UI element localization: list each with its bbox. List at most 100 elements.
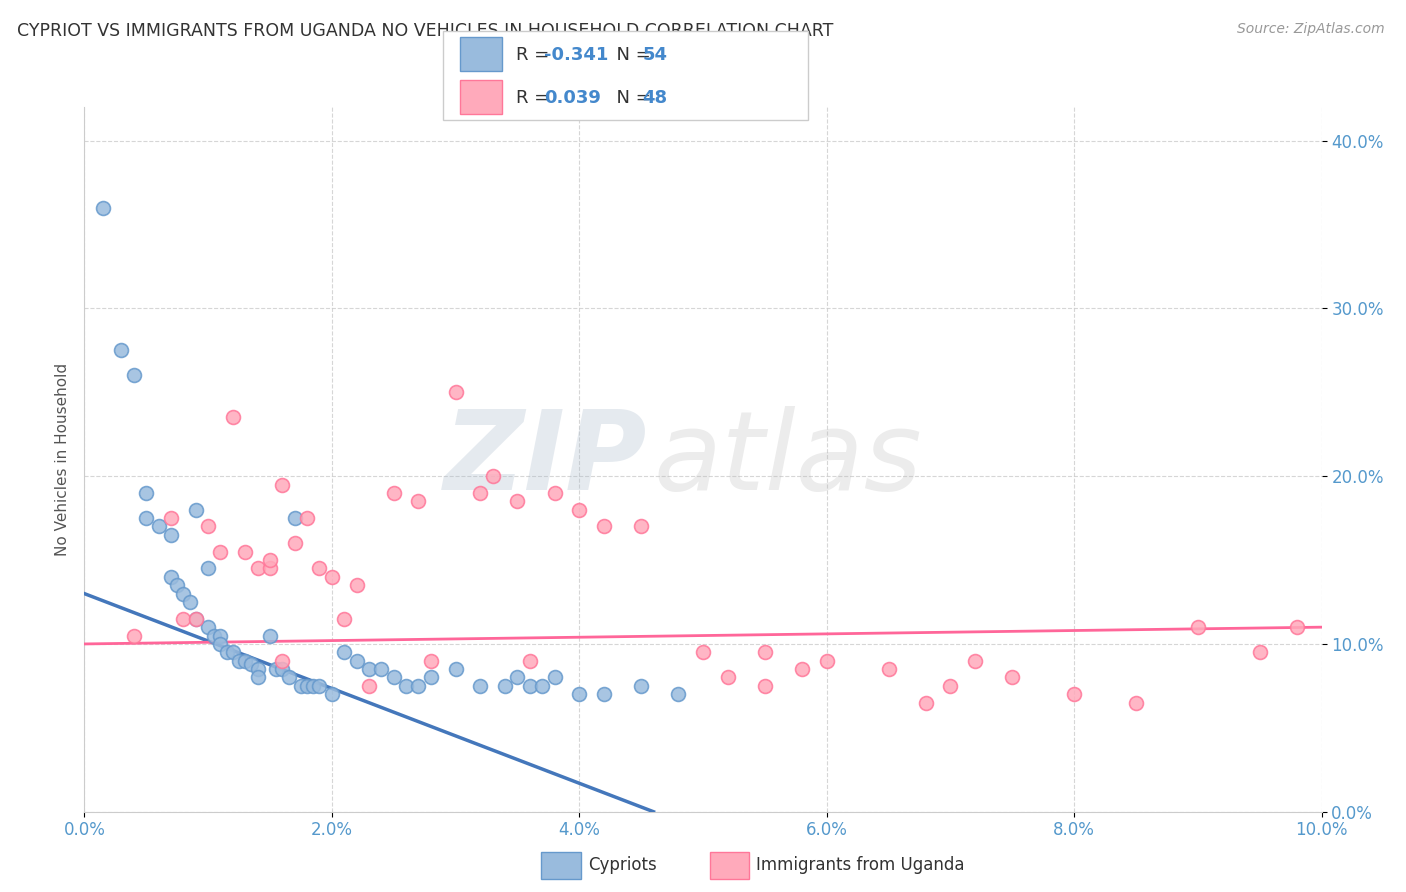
Point xyxy=(172,586,194,600)
Point xyxy=(308,679,330,693)
Point xyxy=(122,368,145,383)
Point xyxy=(184,612,207,626)
Point xyxy=(290,679,312,693)
Point xyxy=(630,519,652,533)
Point xyxy=(110,343,132,358)
Point xyxy=(419,671,441,685)
Point xyxy=(246,561,269,575)
Point xyxy=(754,679,776,693)
Point xyxy=(531,679,554,693)
Point xyxy=(939,679,962,693)
Point xyxy=(333,645,356,659)
Point xyxy=(321,570,343,584)
Text: R =: R = xyxy=(516,46,555,64)
Point xyxy=(568,687,591,701)
Point xyxy=(197,620,219,634)
Point xyxy=(346,578,368,592)
Point xyxy=(228,654,250,668)
Point xyxy=(264,662,287,676)
Point xyxy=(408,679,430,693)
Point xyxy=(357,679,380,693)
Point xyxy=(197,561,219,575)
Point xyxy=(717,671,740,685)
Point xyxy=(419,654,441,668)
Point xyxy=(308,561,330,575)
Point xyxy=(568,502,591,516)
Point xyxy=(209,544,232,558)
Point xyxy=(481,469,503,483)
Point xyxy=(790,662,813,676)
Point xyxy=(222,645,245,659)
Point xyxy=(135,511,157,525)
Point xyxy=(135,486,157,500)
Point xyxy=(506,671,529,685)
Point xyxy=(209,628,232,642)
Text: N =: N = xyxy=(605,46,657,64)
Point xyxy=(543,671,565,685)
Y-axis label: No Vehicles in Household: No Vehicles in Household xyxy=(55,363,70,556)
Text: R =: R = xyxy=(516,89,555,107)
Point xyxy=(877,662,900,676)
Point xyxy=(382,486,405,500)
Text: #C8D8E8: #C8D8E8 xyxy=(703,458,710,459)
Point xyxy=(593,519,616,533)
Text: -0.341: -0.341 xyxy=(544,46,609,64)
Text: 54: 54 xyxy=(643,46,668,64)
Point xyxy=(259,561,281,575)
Point xyxy=(284,511,307,525)
Point xyxy=(593,687,616,701)
Text: 0.039: 0.039 xyxy=(544,89,600,107)
Point xyxy=(233,654,256,668)
Text: Source: ZipAtlas.com: Source: ZipAtlas.com xyxy=(1237,22,1385,37)
Point xyxy=(148,519,170,533)
Point xyxy=(1187,620,1209,634)
Point xyxy=(197,519,219,533)
Point xyxy=(166,578,188,592)
Point xyxy=(494,679,516,693)
Point xyxy=(122,628,145,642)
Point xyxy=(91,201,114,215)
Point xyxy=(408,494,430,508)
Point xyxy=(284,536,307,550)
Point xyxy=(246,662,269,676)
Point xyxy=(295,679,318,693)
Point xyxy=(1001,671,1024,685)
Point xyxy=(630,679,652,693)
Point xyxy=(246,671,269,685)
Point xyxy=(333,612,356,626)
Point xyxy=(202,628,225,642)
Text: atlas: atlas xyxy=(654,406,922,513)
Point xyxy=(395,679,418,693)
Point xyxy=(321,687,343,701)
Point xyxy=(271,662,294,676)
Point xyxy=(506,494,529,508)
Point xyxy=(470,486,492,500)
Point xyxy=(965,654,987,668)
Point xyxy=(222,410,245,425)
Text: N =: N = xyxy=(605,89,657,107)
Point xyxy=(666,687,689,701)
Point xyxy=(160,511,183,525)
Text: Immigrants from Uganda: Immigrants from Uganda xyxy=(756,856,965,874)
Point xyxy=(184,612,207,626)
Point xyxy=(259,628,281,642)
Point xyxy=(382,671,405,685)
Point xyxy=(184,502,207,516)
Point xyxy=(215,645,238,659)
Text: CYPRIOT VS IMMIGRANTS FROM UGANDA NO VEHICLES IN HOUSEHOLD CORRELATION CHART: CYPRIOT VS IMMIGRANTS FROM UGANDA NO VEH… xyxy=(17,22,834,40)
Text: ZIP: ZIP xyxy=(444,406,647,513)
Point xyxy=(914,696,936,710)
Point xyxy=(519,654,541,668)
Point xyxy=(519,679,541,693)
Point xyxy=(209,637,232,651)
Point xyxy=(277,671,299,685)
Point xyxy=(815,654,838,668)
Point xyxy=(271,477,294,491)
Point xyxy=(754,645,776,659)
Point xyxy=(179,595,201,609)
Text: 48: 48 xyxy=(643,89,668,107)
Point xyxy=(271,654,294,668)
Point xyxy=(259,553,281,567)
Point xyxy=(444,662,467,676)
Point xyxy=(295,511,318,525)
